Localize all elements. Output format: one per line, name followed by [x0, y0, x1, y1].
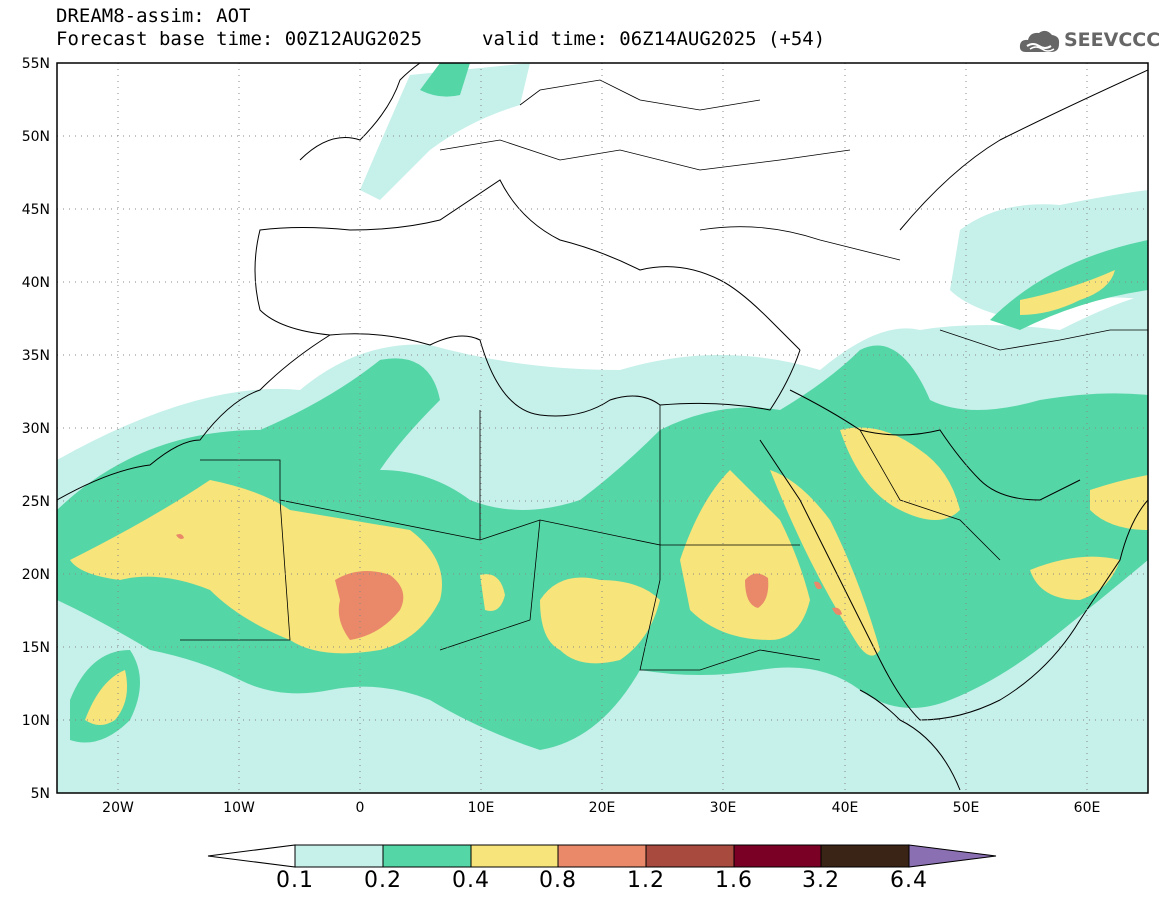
- colorbar-segment-1.2-1.6: [645, 844, 735, 868]
- colorbar-label: 6.4: [890, 868, 928, 893]
- seevccc-logo: SEEVCCC: [1018, 26, 1161, 56]
- lat-label: 25N: [22, 494, 50, 510]
- lat-label: 30N: [22, 421, 50, 437]
- logo-text: SEEVCCC: [1064, 29, 1161, 51]
- colorbar-segment-1.6-3.2: [733, 844, 822, 868]
- colorbar-label: 0.1: [276, 868, 314, 893]
- lat-label: 40N: [22, 275, 50, 291]
- lat-label: 20N: [22, 567, 50, 583]
- colorbar-segment-0.8-1.2: [557, 844, 647, 868]
- latitude-labels: 55N 50N 45N 40N 35N 30N 25N 20N 15N 10N …: [22, 56, 50, 802]
- valid-time: valid time: 06Z14AUG2025 (+54): [482, 28, 826, 50]
- lon-label: 60E: [1074, 800, 1101, 816]
- colorbar: [207, 844, 997, 868]
- colorbar-label: 3.2: [802, 868, 840, 893]
- country-borders: [180, 79, 1148, 671]
- colorbar-label: 1.6: [715, 868, 753, 893]
- lat-label: 50N: [22, 129, 50, 145]
- product-title: DREAM8-assim: AOT: [56, 5, 251, 27]
- colorbar-segment-0.2-0.4: [382, 844, 472, 868]
- lat-label: 5N: [31, 786, 50, 802]
- colorbar-below-arrow: [207, 844, 296, 868]
- lon-label: 40E: [832, 800, 859, 816]
- lat-label: 45N: [22, 202, 50, 218]
- colorbar-label: 0.8: [539, 868, 577, 893]
- lon-label: 20E: [589, 800, 616, 816]
- colorbar-label: 0.4: [452, 868, 490, 893]
- lat-label: 35N: [22, 348, 50, 364]
- colorbar-segment-3.2-6.4: [820, 844, 910, 868]
- forecast-base-time: Forecast base time: 00Z12AUG2025: [56, 28, 423, 50]
- lon-label: 10W: [223, 800, 255, 816]
- cloud-logo-icon: [1019, 30, 1060, 52]
- lon-label: 0: [356, 800, 365, 816]
- colorbar-above-arrow: [908, 844, 997, 868]
- lon-label: 30E: [710, 800, 737, 816]
- lat-label: 10N: [22, 713, 50, 729]
- colorbar-segment-0.4-0.8: [470, 844, 559, 868]
- lat-label: 55N: [22, 56, 50, 72]
- longitude-labels: 20W 10W 0 10E 20E 30E 40E 50E 60E: [102, 800, 1100, 816]
- lat-label: 15N: [22, 640, 50, 656]
- lon-label: 20W: [102, 800, 134, 816]
- map-frame: [56, 62, 1149, 794]
- lon-label: 50E: [953, 800, 980, 816]
- colorbar-label: 0.2: [364, 868, 402, 893]
- aot-band-0.8-1.2: [176, 534, 842, 640]
- lon-label: 10E: [468, 800, 495, 816]
- aot-field: [57, 63, 1148, 793]
- colorbar-segment-0.1-0.2: [294, 844, 384, 868]
- colorbar-label: 1.2: [627, 868, 665, 893]
